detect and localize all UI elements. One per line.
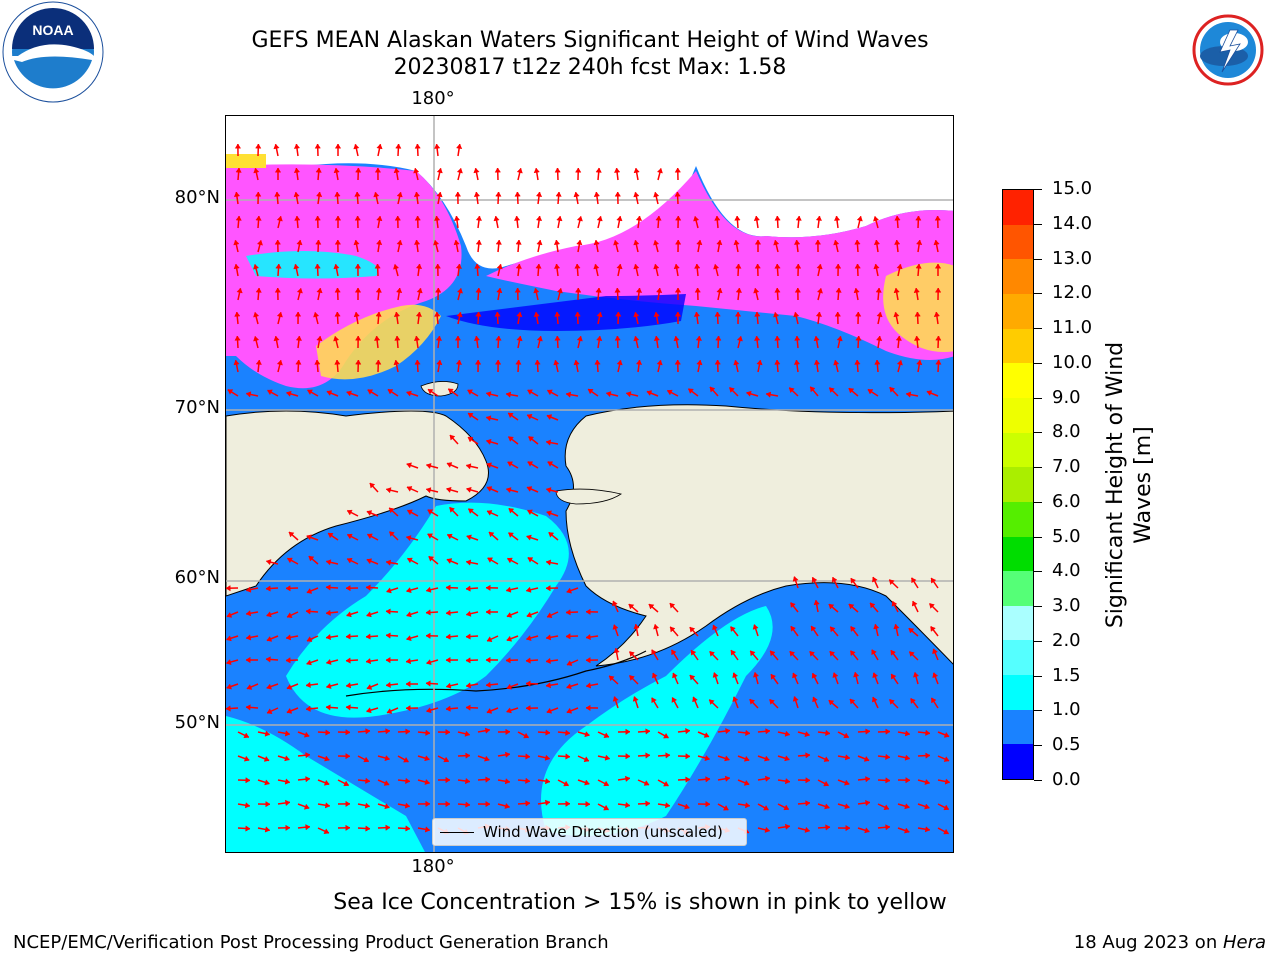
colorbar-tick-label: 6.0 <box>1052 493 1081 511</box>
colorbar-segment <box>1003 537 1033 572</box>
colorbar-tick <box>1034 189 1042 190</box>
colorbar-tick-label: 5.0 <box>1052 528 1081 546</box>
colorbar-tick <box>1034 398 1042 399</box>
svg-text:NOAA: NOAA <box>32 22 73 38</box>
colorbar-segment <box>1003 363 1033 398</box>
colorbar-tick-label: 9.0 <box>1052 389 1081 407</box>
colorbar-segment <box>1003 571 1033 606</box>
colorbar-tick-label: 11.0 <box>1052 319 1092 337</box>
sea-ice-note: Sea Ice Concentration > 15% is shown in … <box>240 890 1040 915</box>
colorbar-segment <box>1003 606 1033 641</box>
colorbar-segment <box>1003 710 1033 745</box>
lat-label-50: 50°N <box>150 712 220 733</box>
colorbar-tick-label: 8.0 <box>1052 423 1081 441</box>
colorbar-tick <box>1034 710 1042 711</box>
colorbar-segment <box>1003 329 1033 364</box>
colorbar-tick-label: 2.0 <box>1052 632 1081 650</box>
colorbar-segment <box>1003 398 1033 433</box>
lon-label-bottom: 180° <box>398 856 468 877</box>
colorbar-tick <box>1034 745 1042 746</box>
colorbar-title-line1: Significant Height of Wind <box>1102 285 1130 685</box>
legend-line-symbol <box>440 832 474 833</box>
colorbar-segment <box>1003 640 1033 675</box>
map-panel <box>225 115 954 853</box>
chart-title-line2: 20230817 t12z 240h fcst Max: 1.58 <box>230 54 950 81</box>
colorbar-tick-label: 1.0 <box>1052 701 1081 719</box>
lat-label-80: 80°N <box>150 187 220 208</box>
colorbar-segment <box>1003 744 1033 779</box>
sea-ice-yellow-3 <box>226 154 266 168</box>
colorbar-tick-label: 10.0 <box>1052 354 1092 372</box>
colorbar-tick <box>1034 224 1042 225</box>
colorbar-segment <box>1003 502 1033 537</box>
colorbar-tick <box>1034 571 1042 572</box>
colorbar-tick-label: 0.0 <box>1052 771 1081 789</box>
footer-credit: NCEP/EMC/Verification Post Processing Pr… <box>13 932 609 953</box>
lat-label-60: 60°N <box>150 567 220 588</box>
colorbar-tick <box>1034 432 1042 433</box>
colorbar-segment <box>1003 433 1033 468</box>
colorbar-segment <box>1003 190 1033 225</box>
colorbar-segment <box>1003 675 1033 710</box>
map-canvas <box>226 116 954 853</box>
colorbar-tick <box>1034 293 1042 294</box>
lat-label-70: 70°N <box>150 397 220 418</box>
colorbar-tick-label: 3.0 <box>1052 597 1081 615</box>
legend-label: Wind Wave Direction (unscaled) <box>483 823 723 841</box>
footer-date-text: 18 Aug 2023 on <box>1074 932 1223 953</box>
colorbar <box>1002 189 1034 780</box>
footer-host: Hera <box>1223 932 1266 953</box>
colorbar-tick <box>1034 502 1042 503</box>
footer-date: 18 Aug 2023 on Hera <box>1074 932 1266 953</box>
colorbar-tick-label: 4.0 <box>1052 562 1081 580</box>
map-legend: Wind Wave Direction (unscaled) <box>432 818 747 846</box>
colorbar-tick <box>1034 537 1042 538</box>
colorbar-tick <box>1034 467 1042 468</box>
colorbar-tick-label: 1.5 <box>1052 667 1081 685</box>
colorbar-tick <box>1034 606 1042 607</box>
colorbar-tick-label: 7.0 <box>1052 458 1081 476</box>
chart-title-line1: GEFS MEAN Alaskan Waters Significant Hei… <box>230 27 950 54</box>
colorbar-segment <box>1003 294 1033 329</box>
colorbar-title-line2: Waves [m] <box>1130 285 1158 685</box>
colorbar-tick <box>1034 259 1042 260</box>
colorbar-tick-label: 12.0 <box>1052 284 1092 302</box>
colorbar-tick-label: 14.0 <box>1052 215 1092 233</box>
colorbar-segment <box>1003 467 1033 502</box>
colorbar-tick <box>1034 676 1042 677</box>
colorbar-tick <box>1034 328 1042 329</box>
colorbar-tick-label: 15.0 <box>1052 180 1092 198</box>
colorbar-tick <box>1034 641 1042 642</box>
colorbar-tick-label: 13.0 <box>1052 250 1092 268</box>
colorbar-segment <box>1003 259 1033 294</box>
lon-label-top: 180° <box>398 88 468 109</box>
colorbar-tick <box>1034 780 1042 781</box>
colorbar-tick-label: 0.5 <box>1052 736 1081 754</box>
colorbar-tick <box>1034 363 1042 364</box>
colorbar-segment <box>1003 225 1033 260</box>
nws-logo <box>1176 0 1280 104</box>
colorbar-title: Significant Height of Wind Waves [m] <box>1102 285 1158 685</box>
noaa-logo: NOAA <box>0 0 104 104</box>
